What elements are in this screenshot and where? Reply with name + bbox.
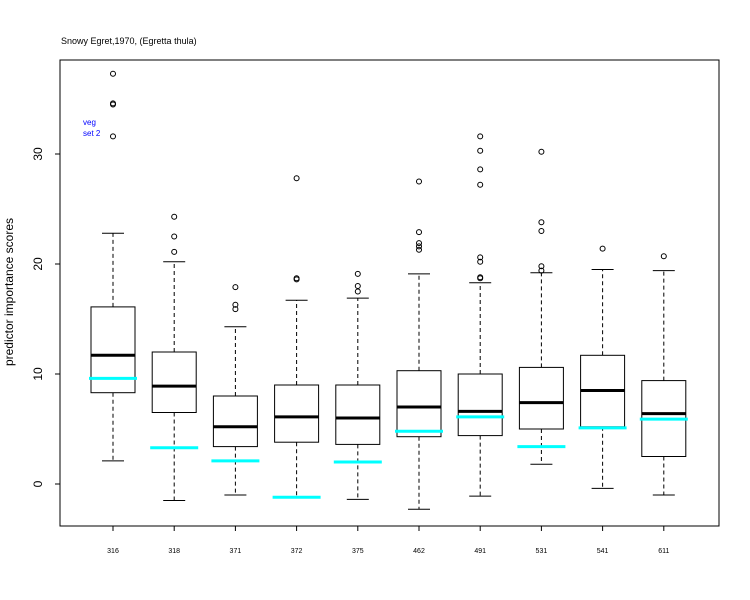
outlier-point [416,240,422,247]
y-tick-label: 0 [31,480,45,487]
y-tick-label: 30 [31,147,45,161]
x-tick-label: 371 [230,548,242,555]
outlier-point [293,276,300,283]
outlier-point [477,133,484,140]
box-group-491 [456,133,505,497]
box-group-372 [272,175,321,499]
outlier-point [354,283,361,289]
outlier-point [660,253,667,260]
outlier-point [599,245,606,252]
box-group-462 [395,178,443,510]
boxes-layer [89,70,688,510]
legend-text: veg [83,118,96,127]
box-iqr [335,384,381,445]
box-iqr [90,306,136,394]
box-group-316 [89,70,137,462]
outlier-point [416,246,422,253]
outlier-point [416,229,422,236]
box-group-371 [211,284,260,496]
box-group-611 [639,253,688,496]
outlier-point [477,147,484,154]
outlier-point [171,213,178,220]
box-group-375 [333,270,382,500]
outlier-point [538,219,545,226]
x-axis: 316 318 371 372 375 462 491 531 541 611 [107,526,669,555]
outlier-point [171,248,178,255]
outlier-point [232,306,239,313]
y-axis-label: predictor importance scores [2,218,16,366]
outlier-point [538,148,545,155]
outlier-point [416,178,422,185]
x-tick-label: 375 [352,548,364,555]
outlier-point [477,258,484,265]
x-tick-label: 491 [474,548,486,555]
box-group-318 [150,213,199,501]
x-tick-label: 372 [291,548,303,555]
x-tick-label: 318 [168,548,180,555]
outlier-point [477,181,484,188]
outlier-point [477,254,484,261]
x-tick-label: 462 [413,548,425,555]
box-iqr [396,370,442,438]
box-iqr [274,384,320,443]
outlier-point [354,270,361,277]
outlier-point [110,70,116,77]
outlier-point [416,243,422,250]
x-tick-label: 541 [597,548,609,555]
outlier-point [538,263,545,270]
box-iqr [518,366,564,430]
outlier-point [171,233,178,240]
outlier-point [477,166,484,173]
chart-title: Snowy Egret,1970, (Egretta thula) [61,36,197,46]
outlier-point [538,228,545,234]
outlier-point [232,284,239,291]
outlier-point [538,267,545,274]
legend: veg set 2 [83,118,101,138]
outlier-point [110,101,116,108]
outlier-point [354,288,361,295]
legend-text: set 2 [83,129,101,138]
plot-frame [59,59,720,527]
outlier-point [477,275,484,282]
x-tick-label: 316 [107,548,119,555]
box-group-541 [578,245,627,489]
x-tick-label: 611 [658,548,669,555]
box-iqr [151,351,197,413]
x-tick-label: 531 [536,548,548,555]
box-iqr [212,395,258,448]
y-axis: 0 10 20 30 [31,147,60,487]
outlier-point [293,175,300,182]
box-iqr [457,373,503,437]
outlier-point [110,133,116,140]
y-tick-label: 20 [31,257,45,271]
box-group-531 [517,148,566,465]
y-tick-label: 10 [31,367,45,381]
outlier-point [232,301,239,308]
